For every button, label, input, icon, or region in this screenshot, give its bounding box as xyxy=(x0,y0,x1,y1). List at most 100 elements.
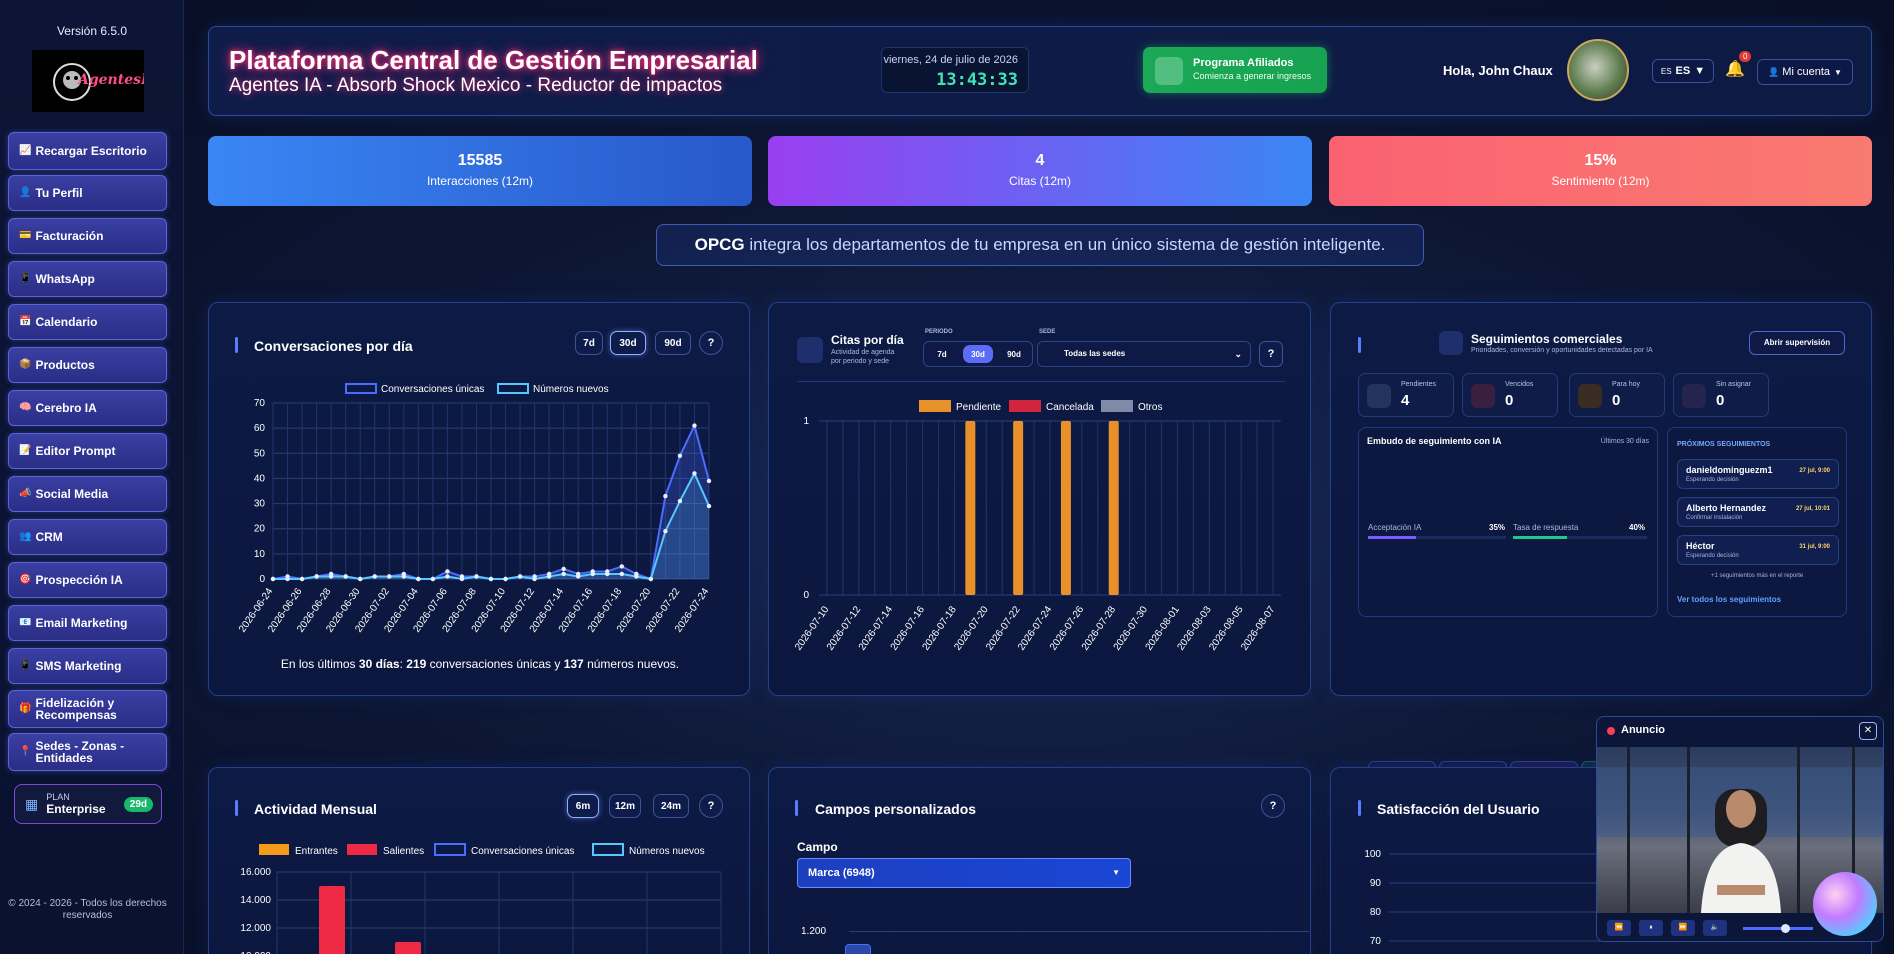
next-followup-item[interactable]: Héctor Esperando decisión 31 jul, 9:00 xyxy=(1677,535,1839,565)
y-tick-label: 12.000 xyxy=(240,923,271,934)
volume-handle[interactable] xyxy=(1781,924,1790,933)
y-tick-label: 20 xyxy=(254,524,266,535)
card-subtitle: Prioridades, conversión y oportunidades … xyxy=(1471,347,1653,354)
data-point xyxy=(605,571,610,577)
avatar[interactable] xyxy=(1567,39,1629,101)
sidebar-item-8[interactable]: 📝 Editor Prompt xyxy=(8,433,167,469)
account-label: Mi cuenta xyxy=(1782,66,1830,78)
current-time: 13:43:33 xyxy=(936,70,1018,90)
volume-slider[interactable] xyxy=(1743,924,1813,933)
legend-label: Números nuevos xyxy=(533,384,609,395)
data-point xyxy=(314,574,319,579)
sidebar-item-13[interactable]: 📱 SMS Marketing xyxy=(8,648,167,684)
legend-label: Otros xyxy=(1138,402,1162,413)
field-value: Marca (6948) xyxy=(808,867,875,879)
range-12m-button[interactable]: 12m xyxy=(609,794,641,818)
account-menu-button[interactable]: 👤 Mi cuenta ▼ xyxy=(1757,59,1853,85)
y-tick-label: 30 xyxy=(254,499,266,510)
language-prefix: ES xyxy=(1660,66,1672,76)
sidebar-item-6[interactable]: 📦 Productos xyxy=(8,347,167,383)
affiliate-icon xyxy=(1155,57,1183,85)
followup-stat-1[interactable]: Pendientes 4 xyxy=(1358,373,1454,417)
help-button[interactable]: ? xyxy=(699,331,723,355)
sidebar-item-11[interactable]: 🎯 Prospección IA xyxy=(8,562,167,598)
current-date: viernes, 24 de julio de 2026 xyxy=(883,54,1018,66)
card-title: Seguimientos comerciales xyxy=(1471,332,1623,346)
sidebar-item-9[interactable]: 📣 Social Media xyxy=(8,476,167,512)
chevron-down-icon: ▼ xyxy=(1112,868,1120,877)
next-followup-item[interactable]: danieldominguezm1 Esperando decisión 27 ju… xyxy=(1677,459,1839,489)
see-all-followups-link[interactable]: Ver todos los seguimientos xyxy=(1677,595,1782,604)
summary-text: : xyxy=(399,657,407,671)
stat-icon xyxy=(1367,384,1391,408)
data-point xyxy=(561,571,566,577)
logo-graphic xyxy=(53,63,91,101)
help-button[interactable]: ? xyxy=(1259,341,1283,367)
data-point xyxy=(430,576,436,582)
help-button[interactable]: ? xyxy=(699,794,723,818)
rewind-icon[interactable]: ⏪ xyxy=(1607,920,1631,936)
range-24m-button[interactable]: 24m xyxy=(653,794,689,818)
funnel-period: Últimos 30 días xyxy=(1600,438,1649,445)
period-90d-button[interactable]: 90d xyxy=(1007,349,1021,359)
sidebar-item-4[interactable]: 📱 WhatsApp xyxy=(8,261,167,297)
conversations-chart: 0102030405060702026-06-242026-06-262026-… xyxy=(237,383,712,635)
followup-icon xyxy=(1439,331,1463,355)
assistant-orb-button[interactable] xyxy=(1813,872,1877,936)
page-subtitle: Agentes IA - Absorb Shock Mexico - Reduc… xyxy=(229,75,723,96)
app-version: Versión 6.5.0 xyxy=(56,24,128,38)
live-dot-icon xyxy=(1607,727,1615,735)
bell-icon[interactable]: 🔔 xyxy=(1725,61,1745,78)
sidebar-item-2[interactable]: 👤 Tu Perfil xyxy=(8,175,167,211)
volume-icon[interactable]: 🔈 xyxy=(1703,920,1727,936)
pause-icon[interactable]: ⏸ xyxy=(1639,920,1663,936)
bar-pendiente xyxy=(1013,421,1024,595)
close-button[interactable]: ✕ xyxy=(1859,722,1877,740)
funnel-title: Embudo de seguimiento con IA xyxy=(1367,436,1502,446)
followup-stat-3[interactable]: Para hoy 0 xyxy=(1569,373,1665,417)
range-30d-button[interactable]: 30d xyxy=(610,331,646,355)
data-point xyxy=(619,571,624,577)
sidebar-item-1[interactable]: 📈 Recargar Escritorio xyxy=(8,132,167,170)
help-button[interactable]: ? xyxy=(1261,794,1285,818)
banner-text: integra los departamentos de tu empresa … xyxy=(744,235,1386,254)
sidebar-item-12[interactable]: 📧 Email Marketing xyxy=(8,605,167,641)
data-point xyxy=(445,569,450,574)
plan-name: Enterprise xyxy=(46,802,106,816)
summary-numbers: 137 xyxy=(563,657,584,671)
legend-label: Conversaciones únicas xyxy=(471,846,574,857)
presenter-image xyxy=(1597,747,1883,913)
sidebar-item-10[interactable]: 👥 CRM xyxy=(8,519,167,555)
sidebar-item-label: Fidelización y Recompensas xyxy=(35,696,117,722)
legend-swatch xyxy=(345,383,377,394)
sede-label: SEDE xyxy=(1039,329,1056,335)
affiliate-program-button[interactable]: Programa Afiliados Comienza a generar in… xyxy=(1143,47,1327,93)
followup-stat-2[interactable]: Vencidos 0 xyxy=(1462,373,1558,417)
data-point xyxy=(416,576,421,582)
stat-label: Para hoy xyxy=(1612,381,1641,388)
sede-select[interactable]: Todas las sedes ⌄ xyxy=(1037,341,1251,367)
sidebar-item-15[interactable]: 📍 Sedes - Zonas - Entidades xyxy=(8,733,167,771)
period-7d-button[interactable]: 7d xyxy=(937,349,947,359)
card-title: Citas por día xyxy=(831,333,904,347)
plan-badge[interactable]: ▦ PLAN Enterprise 29d xyxy=(14,784,162,824)
sidebar-item-7[interactable]: 🧠 Cerebro IA xyxy=(8,390,167,426)
next-followup-item[interactable]: Alberto Hernandez Confirmar instalación 27… xyxy=(1677,497,1839,527)
open-supervision-button[interactable]: Abrir supervisión xyxy=(1749,331,1845,355)
forward-icon[interactable]: ⏩ xyxy=(1671,920,1695,936)
language-select[interactable]: ES ES ▼ xyxy=(1652,59,1714,83)
y-tick-label: 10 xyxy=(254,549,266,560)
field-select[interactable]: Marca (6948) ▼ xyxy=(797,858,1131,888)
y-tick-label: 1 xyxy=(803,416,809,427)
range-7d-button[interactable]: 7d xyxy=(575,331,603,355)
range-90d-button[interactable]: 90d xyxy=(655,331,691,355)
range-6m-button[interactable]: 6m xyxy=(567,794,599,818)
sidebar-item-3[interactable]: 💳 Facturación xyxy=(8,218,167,254)
bar-salientes xyxy=(395,942,421,954)
sidebar-item-5[interactable]: 📅 Calendario xyxy=(8,304,167,340)
sidebar-item-14[interactable]: 🎁 Fidelización y Recompensas xyxy=(8,690,167,728)
period-30d-button[interactable]: 30d xyxy=(963,345,993,363)
sidebar-item-icon: 🎯 xyxy=(19,574,32,585)
followup-stat-4[interactable]: Sin asignar 0 xyxy=(1673,373,1769,417)
kpi-label: Sentimiento (12m) xyxy=(1551,174,1650,188)
